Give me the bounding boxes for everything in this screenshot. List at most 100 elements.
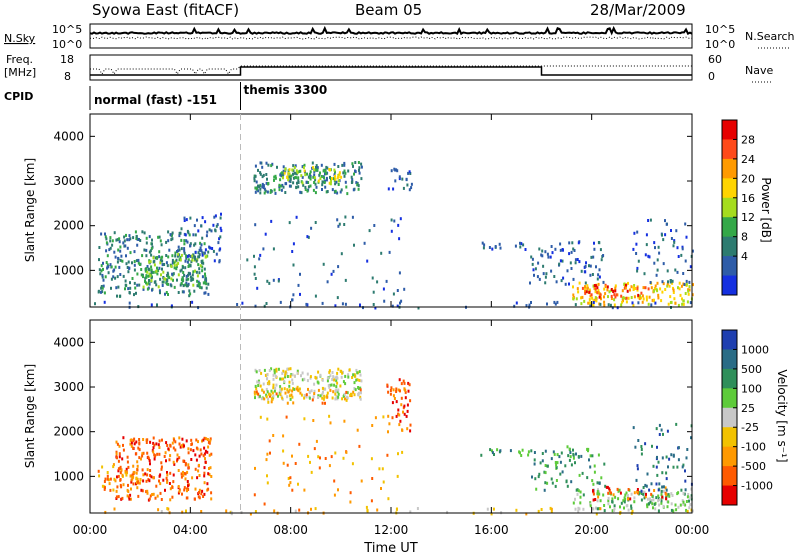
data-cell	[330, 272, 333, 276]
data-cell	[155, 484, 158, 488]
data-cell	[665, 477, 668, 481]
data-cell	[195, 270, 198, 274]
data-cell	[191, 300, 194, 304]
data-cell	[264, 232, 267, 236]
data-cell	[177, 491, 180, 495]
data-cell	[127, 483, 129, 487]
data-cell	[323, 176, 325, 180]
data-cell	[639, 294, 641, 298]
data-cell	[146, 491, 149, 495]
data-cell	[359, 397, 362, 401]
data-cell	[186, 480, 189, 483]
data-cell	[294, 374, 296, 378]
data-cell	[145, 275, 148, 279]
data-cell	[161, 284, 164, 287]
data-cell	[688, 506, 691, 510]
data-cell	[283, 171, 286, 175]
data-cell	[299, 190, 302, 194]
data-cell	[637, 301, 640, 305]
data-cell	[259, 171, 262, 175]
data-cell	[674, 268, 677, 272]
data-cell	[359, 388, 362, 392]
data-cell	[572, 247, 575, 251]
data-cell	[272, 383, 275, 387]
data-cell	[288, 384, 291, 388]
data-cell	[625, 504, 628, 508]
data-cell	[642, 286, 645, 290]
data-cell	[285, 182, 288, 186]
data-cell	[205, 437, 208, 441]
data-cell	[129, 281, 131, 285]
data-cell	[611, 509, 614, 513]
data-cell	[152, 256, 155, 260]
data-cell	[203, 446, 206, 450]
data-cell	[358, 171, 361, 175]
data-cell	[576, 488, 579, 492]
data-cell	[654, 284, 657, 288]
data-cell	[173, 261, 176, 265]
data-cell	[134, 286, 137, 290]
data-cell	[127, 490, 130, 493]
data-cell	[309, 376, 312, 380]
data-cell	[329, 182, 332, 186]
data-cell	[280, 389, 282, 393]
data-cell	[167, 447, 170, 451]
data-cell	[183, 249, 186, 253]
data-cell	[151, 288, 153, 292]
data-cell	[218, 237, 221, 241]
data-cell	[126, 455, 129, 459]
data-cell	[653, 241, 656, 245]
data-cell	[556, 461, 559, 465]
data-cell	[569, 451, 572, 454]
data-cell	[255, 187, 258, 191]
data-cell	[598, 295, 601, 299]
data-cell	[200, 492, 203, 496]
data-cell	[393, 219, 396, 223]
data-cell	[289, 481, 292, 485]
data-cell	[614, 284, 617, 288]
data-cell	[122, 436, 125, 440]
data-cell	[149, 469, 152, 472]
data-cell	[363, 241, 366, 245]
data-cell	[599, 248, 602, 252]
data-cell	[303, 394, 306, 397]
data-cell	[201, 489, 204, 493]
data-cell	[218, 260, 221, 264]
data-cell	[682, 299, 685, 303]
data-cell	[605, 485, 608, 489]
data-cell	[142, 479, 145, 483]
data-cell	[187, 488, 190, 491]
data-cell	[156, 256, 159, 260]
data-cell	[139, 478, 142, 482]
data-cell	[651, 298, 654, 302]
data-cell	[280, 377, 283, 381]
data-cell	[656, 281, 659, 285]
data-cell	[577, 489, 580, 493]
data-cell	[284, 370, 287, 374]
data-cell	[316, 380, 319, 384]
data-cell	[171, 485, 174, 489]
data-cell	[128, 301, 131, 305]
data-cell	[113, 477, 116, 481]
data-cell	[492, 507, 495, 511]
data-cell	[187, 447, 190, 451]
data-cell	[600, 258, 603, 262]
data-cell	[298, 387, 301, 391]
data-cell	[187, 271, 190, 275]
data-cell	[632, 247, 635, 251]
data-cell	[176, 457, 179, 461]
data-cell	[159, 473, 162, 477]
data-cell	[373, 224, 376, 227]
data-cell	[203, 474, 206, 478]
data-cell	[634, 287, 637, 290]
data-cell	[682, 463, 685, 467]
data-cell	[661, 290, 664, 294]
data-cell	[264, 373, 267, 377]
data-cell	[406, 403, 409, 407]
data-cell	[189, 292, 192, 296]
cpid-label: CPID	[4, 90, 33, 103]
data-cell	[262, 173, 265, 177]
data-cell	[124, 279, 127, 283]
data-cell	[288, 179, 291, 183]
data-cell	[637, 295, 640, 299]
